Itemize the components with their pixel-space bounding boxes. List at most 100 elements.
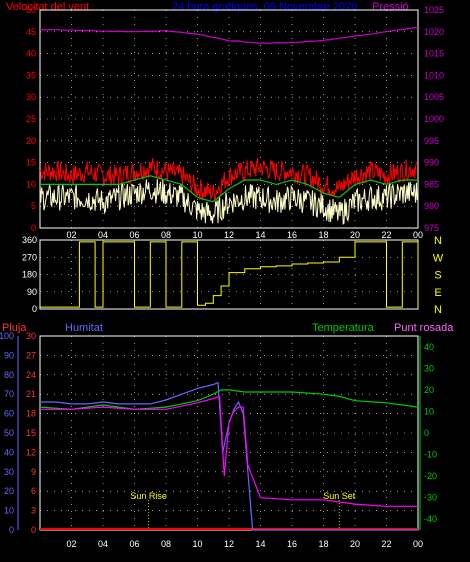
pressure-y-tick-label: 985: [424, 179, 439, 189]
rain-y-tick-label: 27: [26, 350, 36, 360]
wind-average-series: [40, 175, 418, 203]
pressure-y-tick-label: 975: [424, 223, 439, 233]
dewpoint-label: Punt rosada: [394, 322, 454, 334]
weather-x-tick-label: 06: [129, 539, 139, 549]
chart-title: 24 hora grafiques, 09 Novembre 2020: [172, 1, 357, 13]
rain-y-tick-label: 9: [31, 467, 36, 477]
temperature-y-tick-label: 30: [424, 363, 434, 373]
temperature-y-tick-label: 40: [424, 342, 434, 352]
wind-series-group: [39, 27, 418, 225]
wind-x-tick-label: 20: [350, 230, 360, 240]
wind-y-tick-label: 5: [31, 201, 36, 211]
sunset-label: Sun Set: [323, 491, 356, 501]
humidity-label: Humitat: [65, 322, 103, 334]
humidity-series: [40, 381, 418, 531]
pressure-title: Pressió: [372, 1, 409, 13]
wind-y-tick-label: 30: [26, 92, 36, 102]
rain-y-tick-label: 15: [26, 428, 36, 438]
weather-series-group: [39, 381, 419, 531]
wind-x-tick-label: 12: [224, 230, 234, 240]
wind-x-tick-label: 04: [98, 230, 108, 240]
wind-speed-title: Velocitat del vent: [6, 1, 89, 13]
wind-y-tick-label: 35: [26, 70, 36, 80]
compass-label: E: [434, 287, 441, 299]
wind-y-tick-label: 20: [26, 136, 36, 146]
rain-y-tick-label: 30: [26, 331, 36, 341]
temperature-y-tick-label: 0: [424, 428, 429, 438]
wind-x-tick-label: 10: [192, 230, 202, 240]
wind-x-tick-label: 06: [129, 230, 139, 240]
direction-y-tick-label: 270: [22, 252, 37, 262]
humidity-y-tick-label: 50: [4, 428, 14, 438]
compass-label: N: [434, 304, 442, 316]
weather-x-tick-label: 16: [287, 539, 297, 549]
pressure-y-tick-label: 980: [424, 201, 439, 211]
humidity-y-tick-label: 80: [4, 370, 14, 380]
weather-x-tick-label: 22: [381, 539, 391, 549]
wind-y-tick-label: 50: [26, 5, 36, 15]
weather-x-tick-label: 14: [255, 539, 265, 549]
wind-gust-series: [39, 157, 418, 201]
weather-x-tick-label: 00: [413, 539, 423, 549]
sun-annotations: Sun Rise Sun Set: [130, 491, 356, 530]
weather-x-tick-label: 12: [224, 539, 234, 549]
rain-y-tick-label: 3: [31, 506, 36, 516]
compass-label: N: [434, 235, 442, 247]
wind-y-tick-label: 0: [31, 223, 36, 233]
humidity-y-tick-label: 60: [4, 409, 14, 419]
humidity-y-tick-label: 10: [4, 506, 14, 516]
wind-x-tick-label: 14: [255, 230, 265, 240]
rain-y-tick-label: 12: [26, 447, 36, 457]
wind-y-tick-label: 40: [26, 49, 36, 59]
temperature-y-tick-label: 20: [424, 385, 434, 395]
weather-x-tick-label: 18: [318, 539, 328, 549]
humidity-y-tick-label: 30: [4, 467, 14, 477]
wind-y-tick-label: 10: [26, 179, 36, 189]
wind-grid: [40, 10, 418, 228]
weather-x-tick-label: 20: [350, 539, 360, 549]
wind-x-tick-label: 08: [161, 230, 171, 240]
humidity-y-tick-label: 20: [4, 486, 14, 496]
humidity-y-tick-label: 100: [0, 331, 14, 341]
dewpoint-series: [40, 395, 418, 507]
compass-label: W: [433, 252, 444, 264]
pressure-y-tick-label: 1020: [424, 27, 444, 37]
weather-x-tick-label: 10: [192, 539, 202, 549]
pressure-y-tick-label: 1000: [424, 114, 444, 124]
humidity-y-tick-label: 40: [4, 447, 14, 457]
wind-x-tick-label: 22: [381, 230, 391, 240]
rain-y-tick-label: 6: [31, 486, 36, 496]
sunrise-label: Sun Rise: [130, 491, 167, 501]
rain-y-tick-label: 0: [31, 525, 36, 535]
rain-y-tick-label: 21: [26, 389, 36, 399]
wind-y-tick-label: 25: [26, 114, 36, 124]
wind-x-tick-label: 18: [318, 230, 328, 240]
rain-y-tick-label: 24: [26, 370, 36, 380]
wind-x-tick-label: 00: [413, 230, 423, 240]
rain-label: Pluja: [2, 322, 27, 334]
wind-x-tick-label: 16: [287, 230, 297, 240]
temperature-y-tick-label: -30: [424, 493, 437, 503]
humidity-y-tick-label: 90: [4, 350, 14, 360]
pressure-y-tick-label: 995: [424, 136, 439, 146]
temperature-y-tick-label: -40: [424, 514, 437, 524]
weather-x-tick-label: 04: [98, 539, 108, 549]
weather-grid: [40, 336, 418, 530]
weather-x-tick-label: 02: [66, 539, 76, 549]
pressure-y-tick-label: 1005: [424, 92, 444, 102]
direction-y-tick-label: 180: [22, 270, 37, 280]
pressure-y-tick-label: 990: [424, 158, 439, 168]
wind-y-tick-label: 45: [26, 27, 36, 37]
temperature-y-tick-label: -20: [424, 471, 437, 481]
wind-y-tick-label: 15: [26, 158, 36, 168]
compass-label: S: [434, 270, 441, 282]
wind-speed-series: [39, 179, 418, 225]
pressure-y-tick-label: 1025: [424, 5, 444, 15]
temperature-y-tick-label: -10: [424, 450, 437, 460]
pressure-y-tick-label: 1015: [424, 49, 444, 59]
tick-labels: 0510152025303540455097598098599099510001…: [0, 5, 444, 549]
direction-y-tick-label: 0: [32, 304, 37, 314]
rain-y-tick-label: 18: [26, 409, 36, 419]
